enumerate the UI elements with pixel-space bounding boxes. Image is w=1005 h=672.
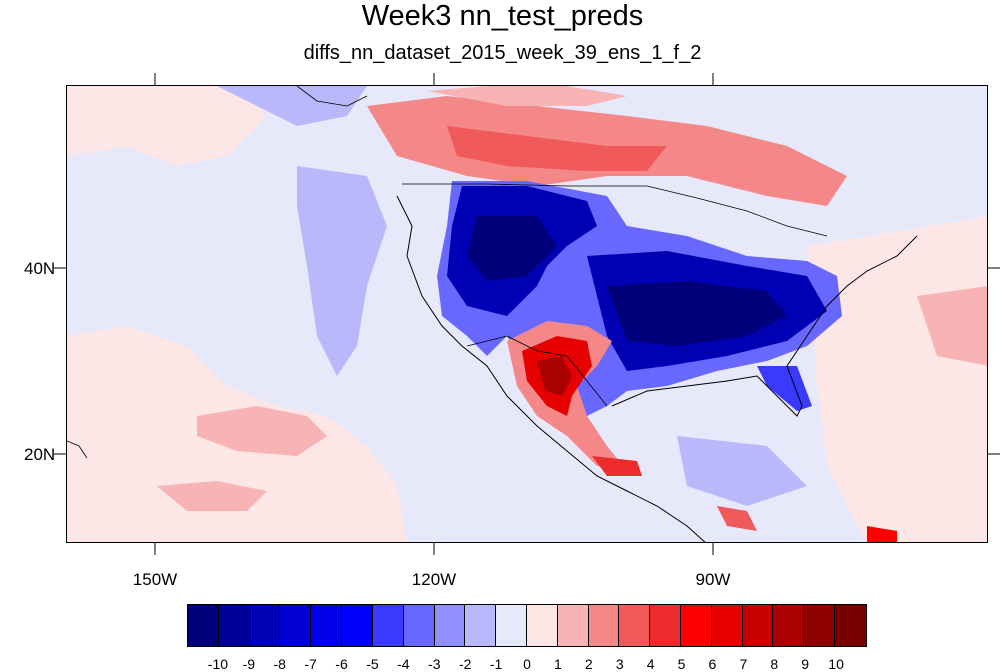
west-coastline — [396, 195, 706, 542]
hawaii-coast — [67, 440, 88, 459]
anomaly-pos-north — [427, 86, 627, 106]
colorbar-label: 1 — [554, 656, 562, 672]
colorbar-cell — [804, 605, 836, 646]
anomaly-pos-central-america — [717, 506, 757, 531]
colorbar-label: 2 — [584, 656, 593, 672]
colorbar-cell — [188, 605, 219, 646]
colorbar-label: 7 — [739, 656, 748, 672]
colorbar-cell — [835, 605, 866, 646]
lat-label-40n: 40N — [24, 259, 56, 278]
colorbar-label: 0 — [523, 656, 531, 672]
colorbar-label: -6 — [335, 656, 348, 672]
colorbar-label: -3 — [428, 656, 441, 672]
colorbar-cell — [588, 605, 620, 646]
colorbar-label: 10 — [828, 656, 844, 672]
anomaly-pos-4 — [157, 481, 267, 511]
anomaly-pos-caribbean — [867, 526, 897, 542]
colorbar-cell — [218, 605, 250, 646]
anomaly-pos-canada-core — [447, 126, 667, 171]
anomaly-pos-1 — [67, 86, 267, 166]
anomaly-neg-1 — [297, 166, 387, 376]
anomaly-neg-west-core — [467, 216, 557, 281]
colorbar-cell — [681, 605, 712, 646]
anomaly-pos-6 — [917, 286, 987, 366]
colorbar-cell — [280, 605, 312, 646]
map-panel — [66, 85, 988, 543]
anomaly-pos-yucatan — [592, 456, 642, 476]
colorbar-cell — [711, 605, 743, 646]
colorbar-cell — [342, 605, 373, 646]
anomaly-neg-florida — [757, 366, 812, 411]
us-mexico-border — [466, 335, 608, 407]
colorbar-cell — [403, 605, 435, 646]
anomaly-neg-2 — [217, 86, 367, 126]
colorbar-cell — [526, 605, 558, 646]
anomaly-pos-mexico-core — [537, 356, 572, 396]
lon-label-150w: 150W — [132, 570, 178, 589]
colorbar-cell — [434, 605, 466, 646]
colorbar-label: -9 — [242, 656, 256, 672]
anomaly-neg-east-core — [607, 281, 787, 346]
colorbar-cell — [465, 605, 497, 646]
lon-label-90w: 90W — [695, 570, 731, 589]
us-canada-border — [402, 183, 828, 237]
colorbar-cell — [742, 605, 774, 646]
colorbar-label: -10 — [207, 656, 229, 672]
colorbar-cell — [557, 605, 589, 646]
gulf-east-coastline — [611, 235, 918, 417]
anomaly-pos-3 — [197, 406, 327, 456]
colorbar-cell — [650, 605, 681, 646]
colorbar-cell — [311, 605, 343, 646]
colorbar-label: 5 — [677, 656, 686, 672]
colorbar-label: 4 — [646, 656, 655, 672]
colorbar-label: 3 — [615, 656, 624, 672]
map-field — [67, 86, 987, 542]
colorbar-label: -8 — [273, 656, 286, 672]
colorbar-label: -2 — [458, 656, 472, 672]
alaska-coast — [296, 86, 368, 107]
colorbar-label: 6 — [708, 656, 717, 672]
anomaly-neg-3 — [677, 436, 807, 506]
plot-subtitle: diffs_nn_dataset_2015_week_39_ens_1_f_2 — [303, 42, 702, 64]
colorbar-label: -7 — [304, 656, 317, 672]
colorbar-label: 8 — [770, 656, 779, 672]
plot-title: Week3 nn_test_preds — [361, 0, 644, 32]
colorbar-label: -5 — [366, 656, 379, 672]
colorbar — [187, 604, 867, 647]
colorbar-label: 9 — [801, 656, 810, 672]
lon-label-120w: 120W — [411, 570, 457, 589]
colorbar-label: -1 — [489, 656, 503, 672]
colorbar-cell — [372, 605, 404, 646]
colorbar-cell — [773, 605, 805, 646]
colorbar-cell — [249, 605, 281, 646]
colorbar-cell — [619, 605, 651, 646]
colorbar-label: -4 — [397, 656, 410, 672]
colorbar-cell — [496, 605, 527, 646]
lat-label-20n: 20N — [24, 445, 56, 464]
